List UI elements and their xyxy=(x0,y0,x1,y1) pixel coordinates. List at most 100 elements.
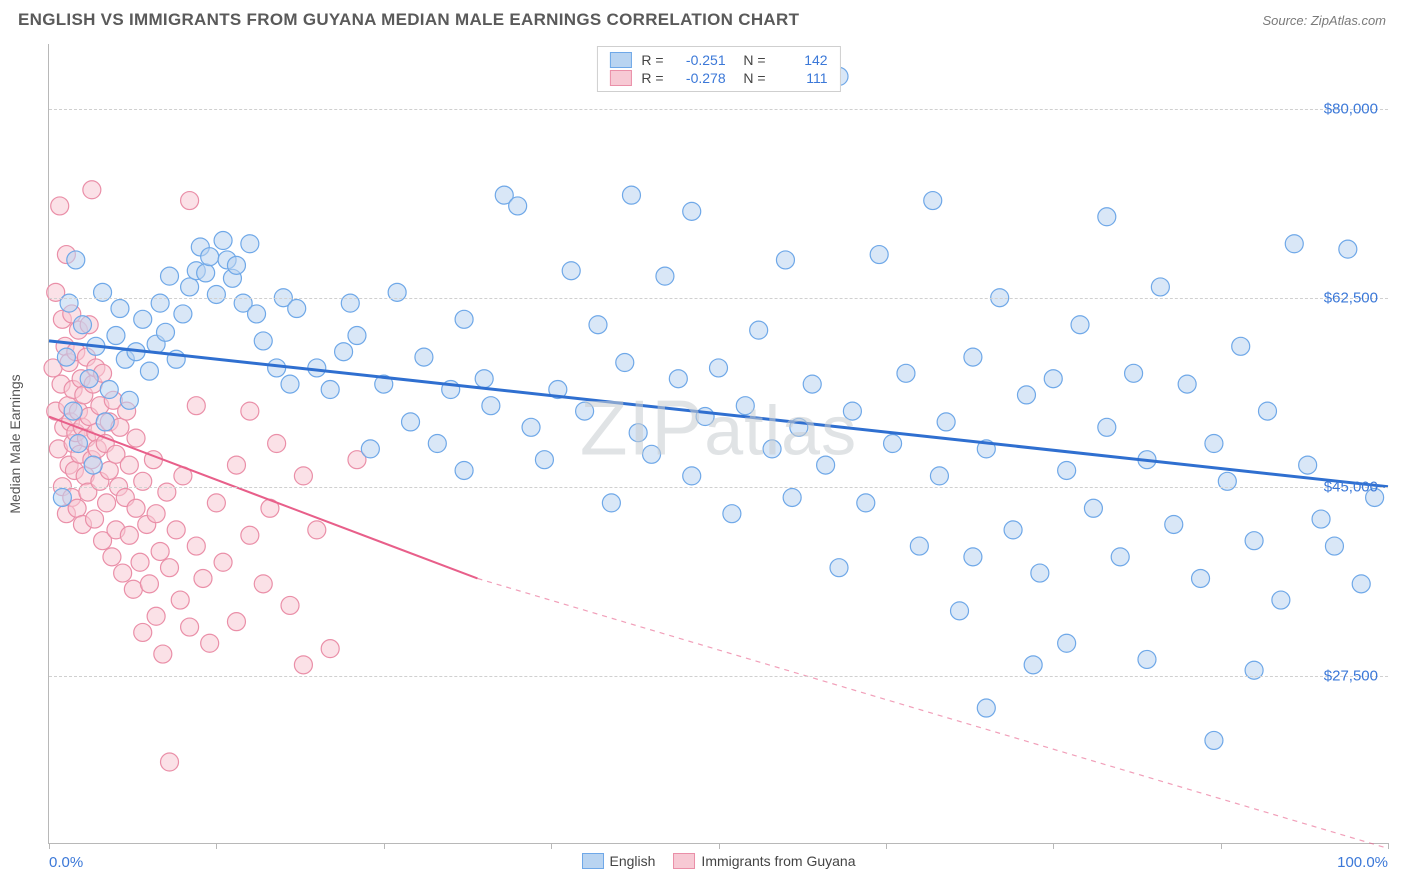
data-point xyxy=(535,451,553,469)
data-point xyxy=(1058,461,1076,479)
gridline xyxy=(49,487,1388,488)
x-tick xyxy=(551,843,552,849)
data-point xyxy=(1325,537,1343,555)
data-point xyxy=(57,348,75,366)
data-point xyxy=(294,656,312,674)
data-point xyxy=(241,235,259,253)
chart-title: ENGLISH VS IMMIGRANTS FROM GUYANA MEDIAN… xyxy=(18,10,799,30)
x-tick xyxy=(1221,843,1222,849)
gridline xyxy=(49,298,1388,299)
data-point xyxy=(509,197,527,215)
data-point xyxy=(1044,370,1062,388)
data-point xyxy=(783,488,801,506)
n-label: N = xyxy=(736,70,766,86)
r-value-guyana: -0.278 xyxy=(674,70,726,86)
data-point xyxy=(214,232,232,250)
x-tick xyxy=(719,843,720,849)
data-point xyxy=(67,251,85,269)
data-point xyxy=(622,186,640,204)
data-point xyxy=(897,364,915,382)
x-tick xyxy=(886,843,887,849)
data-point xyxy=(308,521,326,539)
data-point xyxy=(1098,208,1116,226)
data-point xyxy=(174,305,192,323)
swatch-guyana xyxy=(609,70,631,86)
data-point xyxy=(1017,386,1035,404)
data-point xyxy=(1084,499,1102,517)
data-point xyxy=(154,645,172,663)
data-point xyxy=(857,494,875,512)
data-point xyxy=(53,488,71,506)
data-point xyxy=(187,397,205,415)
swatch-english xyxy=(609,52,631,68)
data-point xyxy=(268,435,286,453)
data-point xyxy=(1004,521,1022,539)
data-point xyxy=(1071,316,1089,334)
data-point xyxy=(964,548,982,566)
data-point xyxy=(683,467,701,485)
y-tick-label: $80,000 xyxy=(1324,100,1378,117)
legend-label-english: English xyxy=(610,853,656,869)
data-point xyxy=(214,553,232,571)
data-point xyxy=(1031,564,1049,582)
data-point xyxy=(86,510,104,528)
legend-row-english: R = -0.251 N = 142 xyxy=(609,51,827,69)
data-point xyxy=(140,362,158,380)
scatter-plot xyxy=(49,44,1388,843)
x-tick xyxy=(49,843,50,849)
data-point xyxy=(1232,337,1250,355)
legend-label-guyana: Immigrants from Guyana xyxy=(701,853,855,869)
data-point xyxy=(1138,650,1156,668)
data-point xyxy=(111,300,129,318)
data-point xyxy=(428,435,446,453)
data-point xyxy=(402,413,420,431)
y-tick-label: $45,000 xyxy=(1324,478,1378,495)
gridline xyxy=(49,676,1388,677)
data-point xyxy=(1299,456,1317,474)
y-tick-label: $27,500 xyxy=(1324,667,1378,684)
data-point xyxy=(64,402,82,420)
data-point xyxy=(1165,515,1183,533)
n-label: N = xyxy=(736,52,766,68)
data-point xyxy=(227,256,245,274)
data-point xyxy=(1024,656,1042,674)
data-point xyxy=(1245,532,1263,550)
x-tick xyxy=(1388,843,1389,849)
correlation-legend: R = -0.251 N = 142 R = -0.278 N = 111 xyxy=(596,46,840,92)
data-point xyxy=(1205,435,1223,453)
data-point xyxy=(884,435,902,453)
y-axis-label: Median Male Earnings xyxy=(7,374,23,513)
data-point xyxy=(951,602,969,620)
data-point xyxy=(147,505,165,523)
data-point xyxy=(937,413,955,431)
data-point xyxy=(84,456,102,474)
data-point xyxy=(1058,634,1076,652)
data-point xyxy=(415,348,433,366)
data-point xyxy=(576,402,594,420)
legend-row-guyana: R = -0.278 N = 111 xyxy=(609,69,827,87)
data-point xyxy=(127,499,145,517)
data-point xyxy=(1125,364,1143,382)
data-point xyxy=(1098,418,1116,436)
data-point xyxy=(156,323,174,341)
data-point xyxy=(161,753,179,771)
data-point xyxy=(910,537,928,555)
data-point xyxy=(602,494,620,512)
data-point xyxy=(522,418,540,436)
data-point xyxy=(616,354,634,372)
data-point xyxy=(80,370,98,388)
data-point xyxy=(361,440,379,458)
source-label: Source: ZipAtlas.com xyxy=(1262,13,1386,28)
data-point xyxy=(147,607,165,625)
r-label: R = xyxy=(641,52,663,68)
data-point xyxy=(1111,548,1129,566)
data-point xyxy=(83,181,101,199)
data-point xyxy=(669,370,687,388)
data-point xyxy=(241,402,259,420)
data-point xyxy=(194,569,212,587)
data-point xyxy=(120,526,138,544)
data-point xyxy=(254,575,272,593)
data-point xyxy=(562,262,580,280)
data-point xyxy=(964,348,982,366)
chart-area: Median Male Earnings ZIPatlas R = -0.251… xyxy=(48,44,1388,844)
